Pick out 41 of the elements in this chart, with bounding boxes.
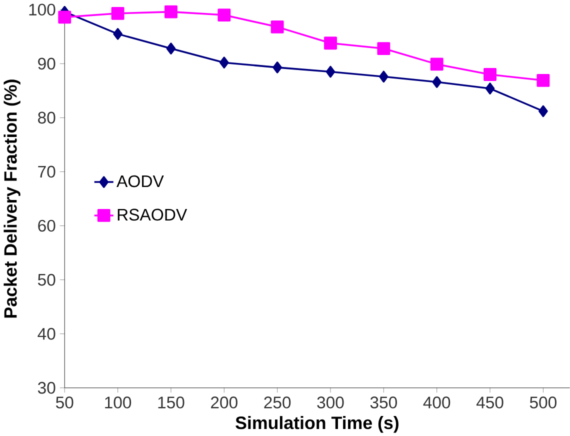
- x-tick-label: 350: [370, 396, 397, 408]
- point: [538, 105, 548, 117]
- y-tick-label: 40: [38, 328, 56, 340]
- point: [272, 61, 282, 74]
- x-tick-label: 150: [158, 396, 184, 408]
- point: [166, 42, 176, 54]
- x-tick-label: 250: [264, 396, 291, 408]
- point: [379, 70, 388, 82]
- x-tick-label: 50: [56, 396, 74, 408]
- point: [270, 20, 284, 34]
- point: [219, 56, 229, 68]
- legend-label: RSAODV: [118, 208, 188, 220]
- point: [111, 6, 124, 20]
- point: [536, 74, 550, 87]
- point: [113, 28, 122, 40]
- x-axis-title: Simulation Time (s): [236, 416, 398, 432]
- x-tick-label: 100: [105, 396, 132, 408]
- y-tick-label: 30: [38, 382, 56, 394]
- x-tick-label: 500: [530, 396, 556, 408]
- point: [484, 68, 496, 81]
- legend-label: AODV: [116, 175, 164, 187]
- x-tick-label: 400: [423, 396, 450, 408]
- point: [58, 10, 72, 24]
- point: [432, 76, 442, 88]
- y-tick-label: 50: [38, 274, 56, 286]
- x-tick-label: 450: [476, 396, 504, 408]
- y-tick-label: 70: [38, 166, 56, 178]
- y-tick-label: 60: [38, 220, 56, 232]
- y-tick-label: 100: [29, 4, 56, 16]
- point: [164, 5, 178, 18]
- point: [218, 8, 231, 22]
- x-tick-label: 300: [317, 396, 344, 408]
- point: [324, 36, 337, 50]
- point: [485, 82, 495, 94]
- y-tick-label: 90: [38, 58, 56, 70]
- y-axis-title: Packet Delivery Fraction (%): [4, 79, 20, 318]
- x-tick-label: 200: [211, 396, 238, 408]
- y-tick-label: 80: [38, 112, 56, 124]
- point: [377, 42, 390, 55]
- point: [430, 58, 444, 70]
- point: [326, 66, 336, 78]
